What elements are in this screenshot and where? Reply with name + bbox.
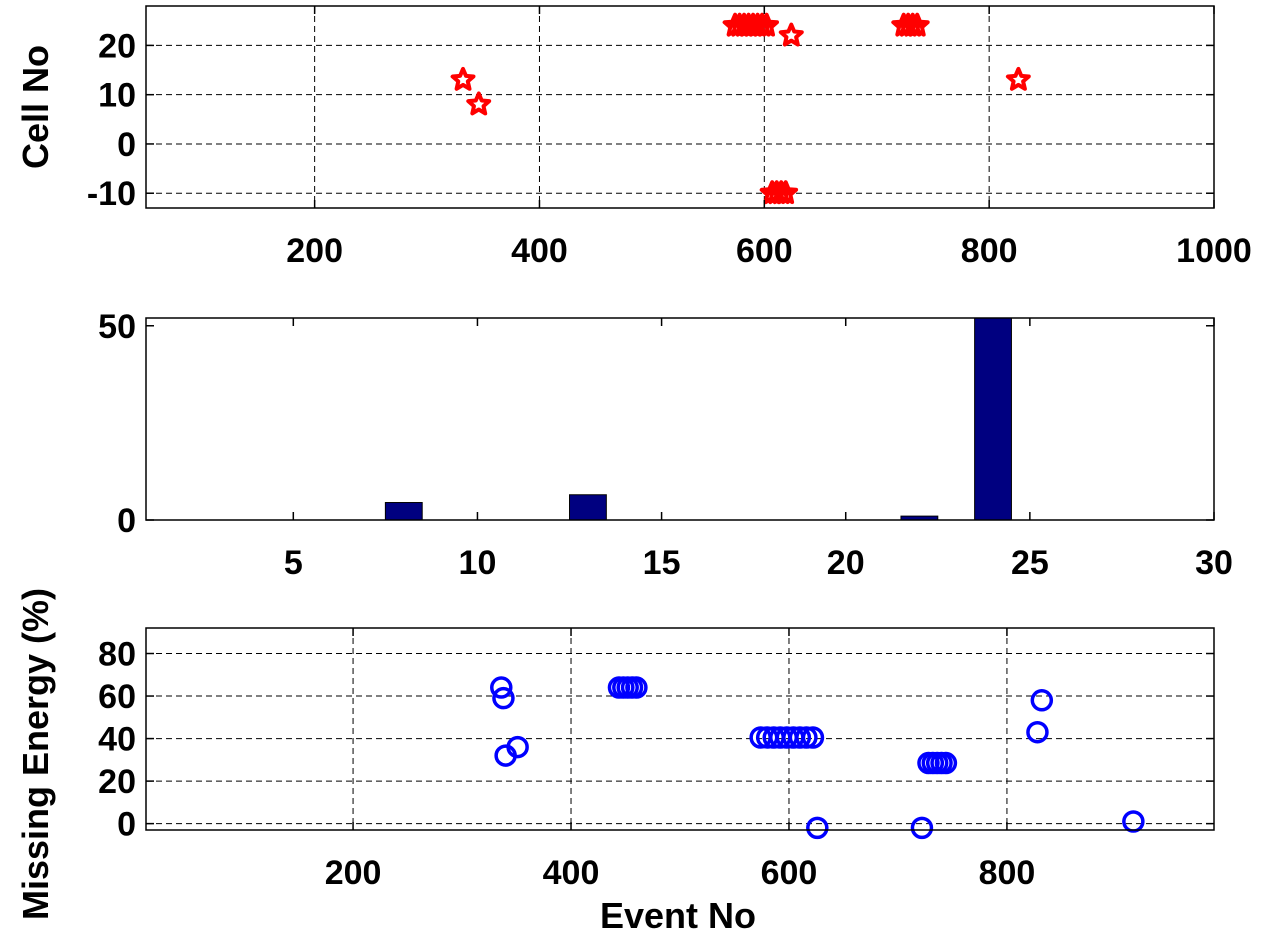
y-tick-label: 60 xyxy=(98,678,136,716)
data-point-circle xyxy=(801,726,825,749)
y-tick-label: -10 xyxy=(87,175,136,213)
x-tick-label: 600 xyxy=(761,854,818,892)
missing-energy-scatter-panel: 200 400 600 800 0 20 40 60 80 Missing Energy (%)… xyxy=(15,588,1215,936)
plot-frame xyxy=(145,5,1215,209)
data-point-circle xyxy=(795,726,818,749)
x-tick-label: 5 xyxy=(284,544,303,582)
data-point-star xyxy=(1005,66,1031,91)
y-tick-label: 20 xyxy=(98,763,136,801)
y-axis-label: Missing Energy (%) xyxy=(15,588,56,920)
data-point-circle xyxy=(490,676,513,699)
y-tick-label: 10 xyxy=(98,77,136,115)
data-point-star xyxy=(904,12,930,37)
x-tick-label: 10 xyxy=(459,544,497,582)
data-point-star xyxy=(773,180,799,205)
x-tick-label: 800 xyxy=(961,232,1018,270)
histogram-bar xyxy=(384,502,423,521)
data-point-circle xyxy=(1030,689,1054,712)
x-tick-label: 800 xyxy=(979,854,1036,892)
y-tick-label: 80 xyxy=(98,636,136,674)
x-tick-label: 200 xyxy=(325,854,382,892)
x-tick-label: 600 xyxy=(736,232,793,270)
y-tick-label: 0 xyxy=(117,502,136,540)
x-tick-label: 1000 xyxy=(1176,232,1252,270)
x-tick-label: 200 xyxy=(286,232,343,270)
data-point-circle xyxy=(625,676,648,699)
data-point-star xyxy=(754,12,779,37)
data-point-circle xyxy=(506,735,529,759)
data-point-circle xyxy=(1122,810,1145,833)
x-axis-label: Event No xyxy=(600,895,756,936)
x-tick-label: 20 xyxy=(827,544,865,582)
y-tick-label: 0 xyxy=(117,126,136,164)
data-point-circle xyxy=(806,816,829,840)
y-axis-label: Cell No xyxy=(15,45,56,169)
x-tick-label: 30 xyxy=(1195,544,1233,582)
data-point-circle xyxy=(910,816,934,840)
x-tick-label: 400 xyxy=(511,232,568,270)
plot-frame xyxy=(145,627,1215,831)
y-tick-label: 50 xyxy=(98,308,136,346)
data-point-circle xyxy=(492,686,515,710)
y-tick-label: 40 xyxy=(98,721,136,759)
histogram-panel: 5 10 15 20 25 30 0 50 xyxy=(98,308,1233,582)
y-tick-label: 20 xyxy=(98,27,136,65)
cell-no-scatter-panel: 200 400 600 800 1000 -10 0 10 20 Cell No xyxy=(15,5,1252,270)
data-point-star xyxy=(778,22,804,47)
data-point-star xyxy=(450,66,476,91)
y-tick-label: 0 xyxy=(117,806,136,844)
x-tick-label: 25 xyxy=(1011,544,1049,582)
data-point-star xyxy=(466,91,492,116)
data-point-circle xyxy=(788,726,812,749)
data-point-circle xyxy=(934,751,958,775)
histogram-bar xyxy=(569,494,607,521)
x-tick-label: 400 xyxy=(543,854,600,892)
plot-frame xyxy=(145,317,1215,521)
x-tick-label: 15 xyxy=(643,544,681,582)
data-point-circle xyxy=(1026,720,1049,744)
histogram-bar xyxy=(974,317,1012,521)
